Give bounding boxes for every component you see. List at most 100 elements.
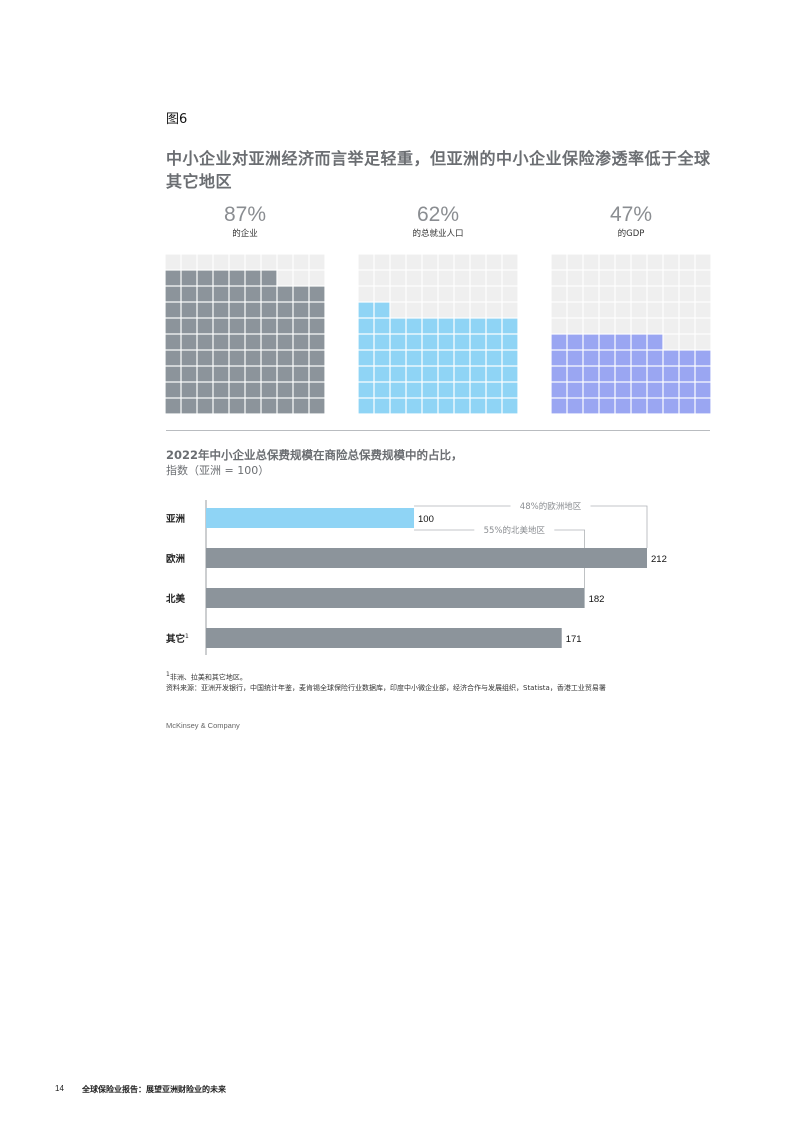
waffle-cell-filled xyxy=(229,334,245,350)
waffle-cell-filled xyxy=(165,270,181,286)
waffle-cell-empty xyxy=(631,286,647,302)
waffle-cell-empty xyxy=(679,302,695,318)
waffle-cell-empty xyxy=(454,270,470,286)
waffle-cell-filled xyxy=(647,366,663,382)
waffle-cell-filled xyxy=(454,366,470,382)
waffle-cell-filled xyxy=(422,350,438,366)
waffle-cell-filled xyxy=(165,398,181,414)
waffle-cell-filled xyxy=(567,398,583,414)
waffle-cell-filled xyxy=(390,366,406,382)
waffle-cell-empty xyxy=(390,302,406,318)
waffle-cell-empty xyxy=(165,254,181,270)
waffle-cell-filled xyxy=(309,350,325,366)
waffle-cell-empty xyxy=(599,254,615,270)
waffle-cell-filled xyxy=(374,302,390,318)
waffle-cell-filled xyxy=(567,350,583,366)
waffle-caption: 的GDP xyxy=(617,229,645,239)
waffle-cell-empty xyxy=(695,318,711,334)
bar-annotation: 48%的欧洲地区 xyxy=(520,501,582,512)
waffle-cell-empty xyxy=(422,286,438,302)
waffle-cell-empty xyxy=(229,254,245,270)
waffle-cell-filled xyxy=(502,334,518,350)
waffle-cell-empty xyxy=(663,318,679,334)
bar-chart-title: 2022年中小企业总保费规模在商险总保费规模中的占比， xyxy=(166,448,463,462)
waffle-cell-empty xyxy=(502,302,518,318)
waffle-cell-empty xyxy=(631,302,647,318)
waffle-cell-empty xyxy=(293,254,309,270)
waffle-cell-empty xyxy=(647,302,663,318)
waffle-cell-empty xyxy=(599,286,615,302)
waffle-cell-filled xyxy=(358,398,374,414)
waffle-cell-filled xyxy=(470,382,486,398)
waffle-cell-empty xyxy=(293,270,309,286)
waffle-cell-filled xyxy=(663,366,679,382)
waffle-cell-filled xyxy=(213,270,229,286)
waffle-cell-filled xyxy=(358,382,374,398)
waffle-cell-filled xyxy=(390,398,406,414)
waffle-cell-empty xyxy=(486,270,502,286)
waffle-cell-filled xyxy=(406,382,422,398)
north-america-reference-bracket xyxy=(414,529,585,588)
waffle-cell-filled xyxy=(647,334,663,350)
waffle-cell-filled xyxy=(309,366,325,382)
waffle-cell-filled xyxy=(229,318,245,334)
waffle-cell-filled xyxy=(358,318,374,334)
waffle-cell-empty xyxy=(277,254,293,270)
waffle-cell-filled xyxy=(277,334,293,350)
waffle-cell-empty xyxy=(663,334,679,350)
waffle-cell-filled xyxy=(615,334,631,350)
page-number: 14 xyxy=(55,1084,64,1093)
waffle-cell-filled xyxy=(647,398,663,414)
bar-annotation: 55%的北美地区 xyxy=(484,525,546,536)
waffle-cell-empty xyxy=(438,286,454,302)
waffle-cell-filled xyxy=(358,302,374,318)
waffle-cell-filled xyxy=(261,334,277,350)
waffle-cell-filled xyxy=(261,318,277,334)
waffle-cell-filled xyxy=(309,302,325,318)
waffle-cell-filled xyxy=(679,350,695,366)
waffle-cell-filled xyxy=(277,286,293,302)
annotation-background xyxy=(510,501,591,512)
waffle-cell-empty xyxy=(583,270,599,286)
waffle-cell-filled xyxy=(197,366,213,382)
waffle-cell-empty xyxy=(679,254,695,270)
waffle-cell-filled xyxy=(293,318,309,334)
waffle-cell-filled xyxy=(165,350,181,366)
bar-value-label: 171 xyxy=(566,634,582,645)
waffle-cell-filled xyxy=(213,334,229,350)
waffle-cell-filled xyxy=(181,398,197,414)
waffle-cell-filled xyxy=(390,350,406,366)
waffle-cell-filled xyxy=(245,350,261,366)
waffle-cell-filled xyxy=(358,350,374,366)
waffle-cell-empty xyxy=(647,318,663,334)
waffle-cell-filled xyxy=(438,398,454,414)
waffle-cell-filled xyxy=(486,334,502,350)
waffle-cell-filled xyxy=(390,318,406,334)
waffle-cell-filled xyxy=(261,350,277,366)
bar xyxy=(206,508,415,528)
waffle-cell-filled xyxy=(567,382,583,398)
waffle-cell-filled xyxy=(663,398,679,414)
waffle-cell-filled xyxy=(277,366,293,382)
waffle-cell-empty xyxy=(647,286,663,302)
waffle-cell-filled xyxy=(197,302,213,318)
waffle-cell-empty xyxy=(695,334,711,350)
waffle-cell-empty xyxy=(583,254,599,270)
waffle-cell-empty xyxy=(422,302,438,318)
waffle-cell-empty xyxy=(615,302,631,318)
waffle-panel-enterprises: 87% 的企业 xyxy=(165,203,325,239)
waffle-cell-filled xyxy=(663,382,679,398)
waffle-cell-filled xyxy=(583,398,599,414)
waffle-cell-filled xyxy=(631,334,647,350)
waffle-cell-filled xyxy=(229,382,245,398)
waffle-cell-filled xyxy=(631,398,647,414)
figure-label: 图6 xyxy=(166,112,188,127)
waffle-cell-filled xyxy=(406,398,422,414)
waffle-cell-filled xyxy=(583,350,599,366)
waffle-cell-empty xyxy=(261,254,277,270)
waffle-cell-empty xyxy=(567,302,583,318)
waffle-cell-filled xyxy=(599,366,615,382)
bar-chart-subtitle: 指数（亚洲 = 100） xyxy=(166,464,270,477)
waffle-cell-filled xyxy=(567,366,583,382)
waffle-cell-filled xyxy=(165,302,181,318)
